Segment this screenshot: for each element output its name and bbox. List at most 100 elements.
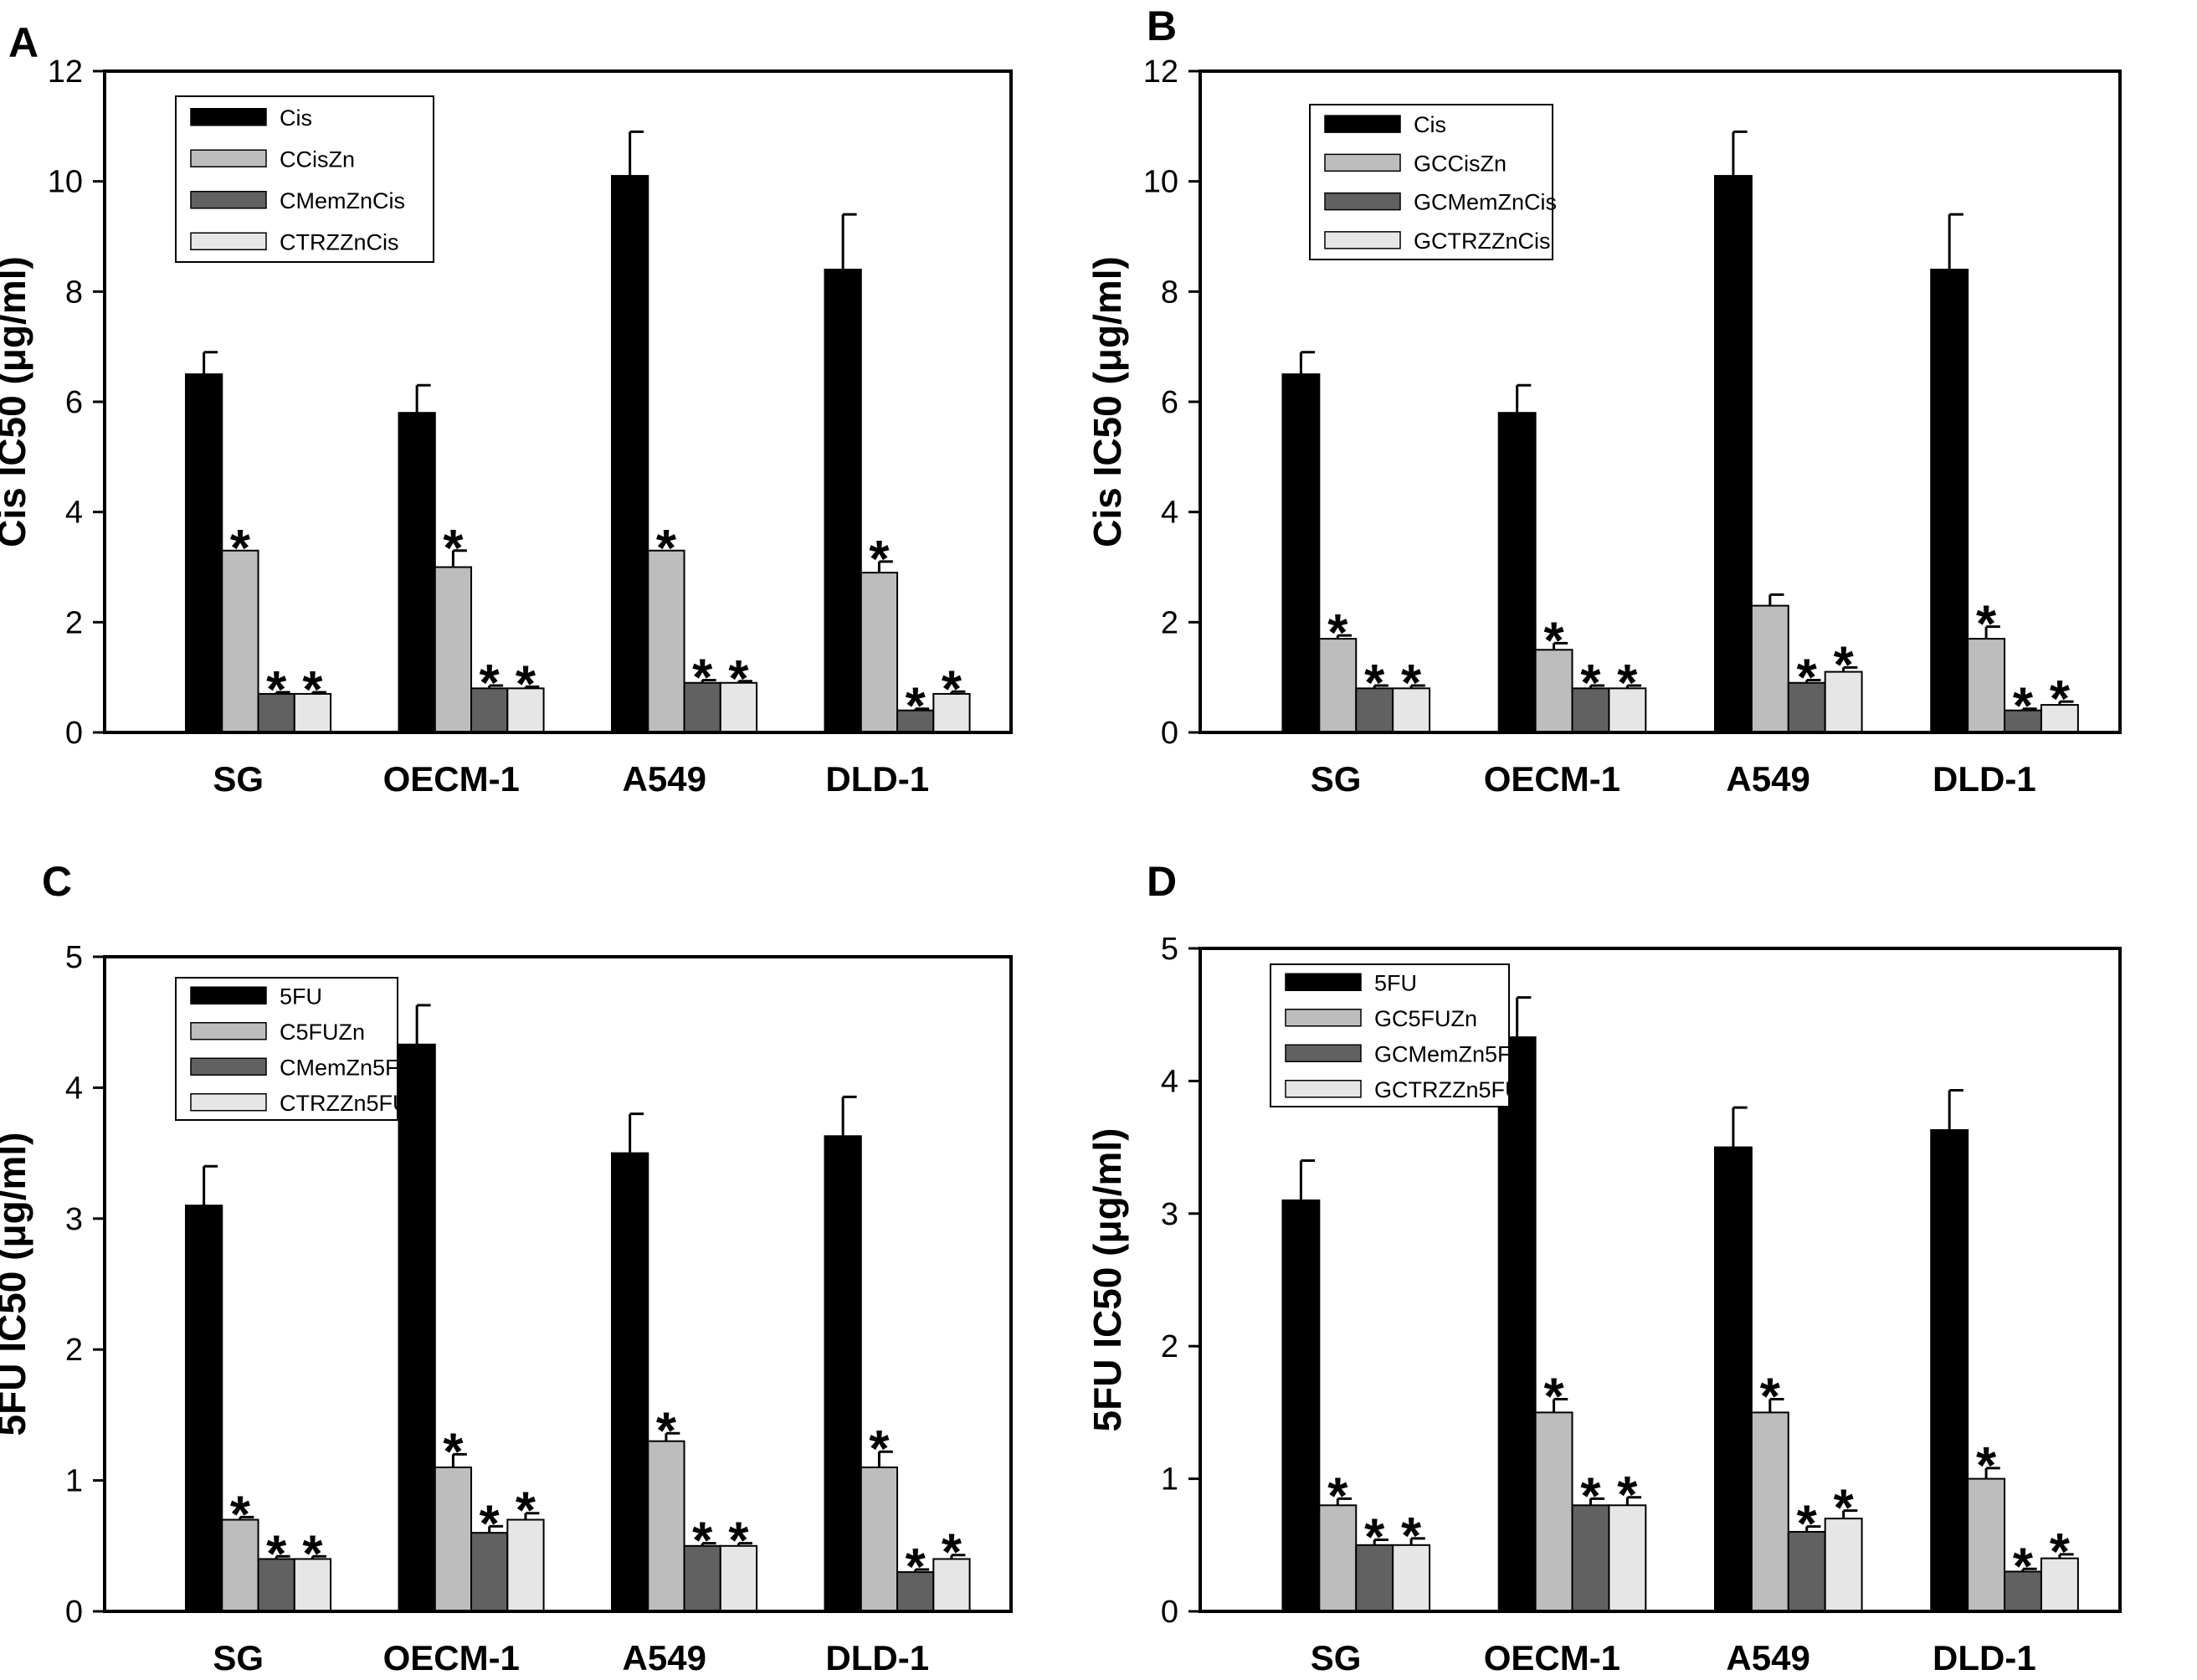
bar (293, 692, 332, 734)
bar (398, 1043, 436, 1612)
bar (1318, 1504, 1358, 1613)
bar (1534, 1411, 1573, 1613)
bar (398, 412, 436, 733)
legend-swatch (190, 1022, 267, 1040)
significance-star: * (692, 649, 713, 706)
significance-star: * (1617, 1467, 1638, 1524)
bar (647, 1440, 685, 1613)
bar (860, 1466, 899, 1612)
bar (1930, 1129, 1969, 1613)
significance-star: * (1797, 1496, 1818, 1554)
category-label: SG (213, 1638, 264, 1677)
bar (1392, 687, 1431, 733)
bar (1571, 1504, 1610, 1613)
category-label: A549 (623, 1638, 706, 1677)
category-label: SG (1311, 1638, 1362, 1677)
significance-star: * (266, 1525, 287, 1583)
bar (506, 687, 545, 733)
legend-swatch (1285, 1080, 1362, 1098)
bar (185, 1205, 223, 1613)
significance-star: * (1797, 649, 1818, 706)
bar (647, 549, 685, 733)
legend-label: GC5FUZn (1374, 1006, 1477, 1031)
y-tick-label: 2 (1161, 605, 1178, 640)
category-label: OECM-1 (1484, 759, 1620, 799)
legend-label: CMemZn5FU (280, 1055, 415, 1080)
legend: 5FU C5FUZn CMemZn5FU CTRZZn5FU (175, 977, 415, 1121)
significance-star: * (443, 520, 464, 578)
bar (293, 1558, 332, 1612)
legend-label: GCTRZZnCis (1414, 229, 1551, 254)
significance-star: * (906, 678, 927, 736)
category-label: SG (1311, 759, 1362, 799)
y-axis-label: Cis IC50 (μg/ml) (1086, 256, 1129, 547)
y-tick-label: 1 (65, 1464, 83, 1499)
legend-label: CTRZZn5FU (280, 1091, 409, 1116)
plot-frame (103, 955, 1013, 1613)
y-tick-label: 4 (1161, 1064, 1178, 1099)
panel-letter: D (1147, 858, 1177, 905)
significance-star: * (1580, 655, 1601, 712)
bar (506, 1518, 545, 1613)
significance-star: * (302, 661, 323, 719)
legend-label: Cis (1414, 112, 1446, 137)
significance-star: * (728, 650, 749, 708)
category-label: A549 (1726, 759, 1809, 799)
legend-label: C5FUZn (280, 1020, 365, 1045)
y-tick-label: 2 (65, 1333, 83, 1368)
bar (1392, 1544, 1431, 1613)
significance-star: * (480, 1495, 500, 1553)
significance-star: * (1976, 596, 1997, 654)
significance-star: * (1364, 655, 1385, 712)
category-label: A549 (1726, 1638, 1809, 1677)
significance-star: * (1543, 612, 1564, 670)
bar (1750, 1411, 1789, 1613)
significance-star: * (942, 1524, 962, 1582)
bar (824, 269, 862, 733)
bar (611, 1152, 649, 1612)
legend-label: GCMemZnCis (1414, 190, 1557, 215)
significance-star: * (1834, 1480, 1855, 1538)
panel-letter: C (42, 858, 72, 905)
legend-swatch (1324, 192, 1401, 211)
significance-star: * (869, 531, 890, 588)
significance-star: * (2050, 670, 2071, 728)
legend-label: GCCisZn (1414, 151, 1507, 176)
legend-label: CMemZnCis (280, 188, 405, 213)
category-label: OECM-1 (383, 759, 520, 799)
panel-letter: A (8, 19, 38, 66)
y-tick-label: 12 (48, 54, 83, 90)
category-label: OECM-1 (383, 1638, 520, 1677)
plot-frame (1199, 69, 2122, 734)
legend-swatch (190, 149, 267, 167)
bar (1281, 1199, 1321, 1612)
plot-frame (103, 69, 1013, 734)
significance-star: * (443, 1423, 464, 1481)
significance-star: * (869, 1421, 890, 1478)
significance-star: * (906, 1539, 927, 1596)
y-tick-label: 2 (65, 605, 83, 640)
legend-swatch (1324, 115, 1401, 133)
bar (1930, 269, 1969, 733)
significance-star: * (2050, 1523, 2071, 1581)
significance-star: * (516, 1482, 536, 1540)
significance-star: * (1327, 1467, 1348, 1525)
bar (1497, 412, 1537, 733)
bar (860, 572, 899, 733)
bar (824, 1135, 862, 1612)
bar (683, 1544, 721, 1613)
plot-frame (1199, 947, 2122, 1613)
significance-star: * (230, 1486, 251, 1544)
y-tick-label: 6 (65, 385, 83, 420)
category-label: DLD-1 (825, 1638, 929, 1677)
significance-star: * (480, 655, 500, 712)
bar (1318, 638, 1358, 733)
y-tick-label: 0 (65, 716, 83, 751)
legend-label: GCMemZn5FU (1374, 1041, 1527, 1066)
legend: Cis CCisZn CMemZnCis CTRZZnCis (175, 95, 434, 263)
y-tick-label: 6 (1161, 385, 1178, 420)
significance-star: * (1327, 604, 1348, 662)
significance-star: * (1364, 1508, 1385, 1566)
